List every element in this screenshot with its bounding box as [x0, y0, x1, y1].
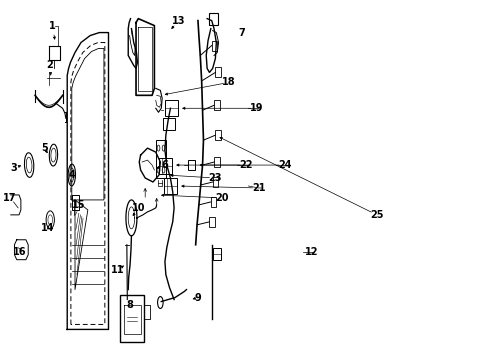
Text: 2: 2	[46, 60, 53, 71]
Bar	[215, 130, 221, 140]
Text: 25: 25	[369, 210, 383, 220]
Text: 3: 3	[10, 163, 17, 173]
Text: 18: 18	[222, 77, 236, 87]
Text: 24: 24	[278, 160, 291, 170]
Bar	[214, 157, 219, 167]
Bar	[156, 140, 165, 178]
Text: 1: 1	[49, 21, 56, 31]
Text: 5: 5	[41, 143, 47, 153]
Bar	[187, 160, 195, 170]
Text: 7: 7	[238, 28, 244, 37]
Text: 8: 8	[126, 300, 133, 310]
Bar	[215, 67, 221, 77]
Text: 15: 15	[72, 200, 85, 210]
Text: 4: 4	[68, 170, 75, 180]
Bar	[214, 100, 219, 110]
Text: 6: 6	[161, 160, 168, 170]
Text: 10: 10	[131, 203, 145, 213]
Text: 20: 20	[215, 193, 228, 203]
Text: 16: 16	[13, 247, 26, 257]
Bar	[164, 100, 178, 116]
Text: 11: 11	[111, 265, 124, 275]
Text: 23: 23	[208, 173, 222, 183]
Bar	[209, 217, 215, 227]
Text: 13: 13	[172, 15, 185, 26]
Bar	[159, 158, 171, 174]
Bar	[163, 178, 177, 194]
Text: 21: 21	[251, 183, 264, 193]
Text: 9: 9	[194, 293, 201, 302]
Text: 14: 14	[41, 223, 54, 233]
Bar	[209, 13, 217, 24]
Bar	[120, 294, 143, 342]
Text: 17: 17	[3, 193, 17, 203]
Bar	[212, 248, 221, 260]
Bar	[212, 177, 218, 187]
Text: 22: 22	[239, 160, 252, 170]
Text: 12: 12	[305, 247, 318, 257]
Bar	[163, 118, 175, 130]
Bar	[211, 41, 217, 50]
Bar	[210, 197, 216, 207]
Text: 19: 19	[249, 103, 263, 113]
